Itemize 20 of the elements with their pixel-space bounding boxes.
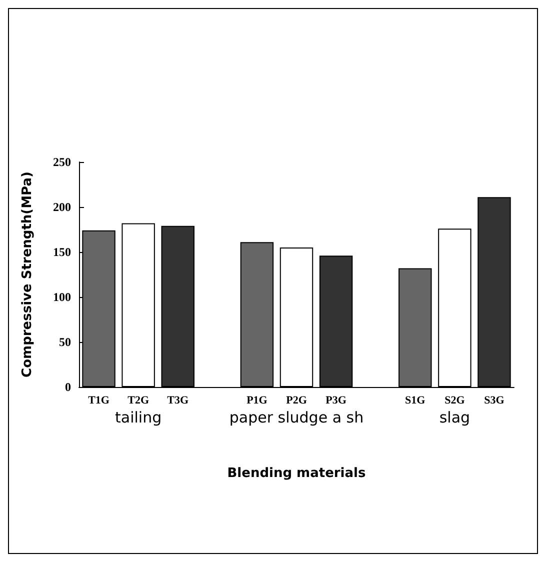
- y-tick-label: 150: [53, 245, 71, 259]
- x-tick-label: T1G: [88, 394, 110, 406]
- y-axis-title: Compressive Strength(MPa): [20, 172, 35, 378]
- x-tick-label: P3G: [326, 394, 347, 406]
- x-tick-label: P1G: [246, 394, 268, 406]
- x-tick-label: T3G: [167, 394, 189, 406]
- x-tick-label: S1G: [405, 394, 426, 406]
- x-tick-label: S3G: [484, 394, 505, 406]
- x-tick-label: S2G: [444, 394, 466, 406]
- x-tick-label: T2G: [128, 394, 150, 406]
- text: slag: [439, 408, 470, 426]
- y-tick-label: 50: [59, 335, 71, 349]
- text: paper sludge a sh: [229, 408, 364, 426]
- x-axis-title: Blending materials: [227, 466, 366, 481]
- text: tailing: [115, 408, 162, 426]
- y-tick-label: 200: [53, 200, 71, 214]
- y-tick-label: 100: [53, 290, 71, 304]
- x-tick-label: P2G: [286, 394, 308, 406]
- y-tick-label: 250: [53, 155, 71, 169]
- y-tick-label: 0: [65, 380, 71, 394]
